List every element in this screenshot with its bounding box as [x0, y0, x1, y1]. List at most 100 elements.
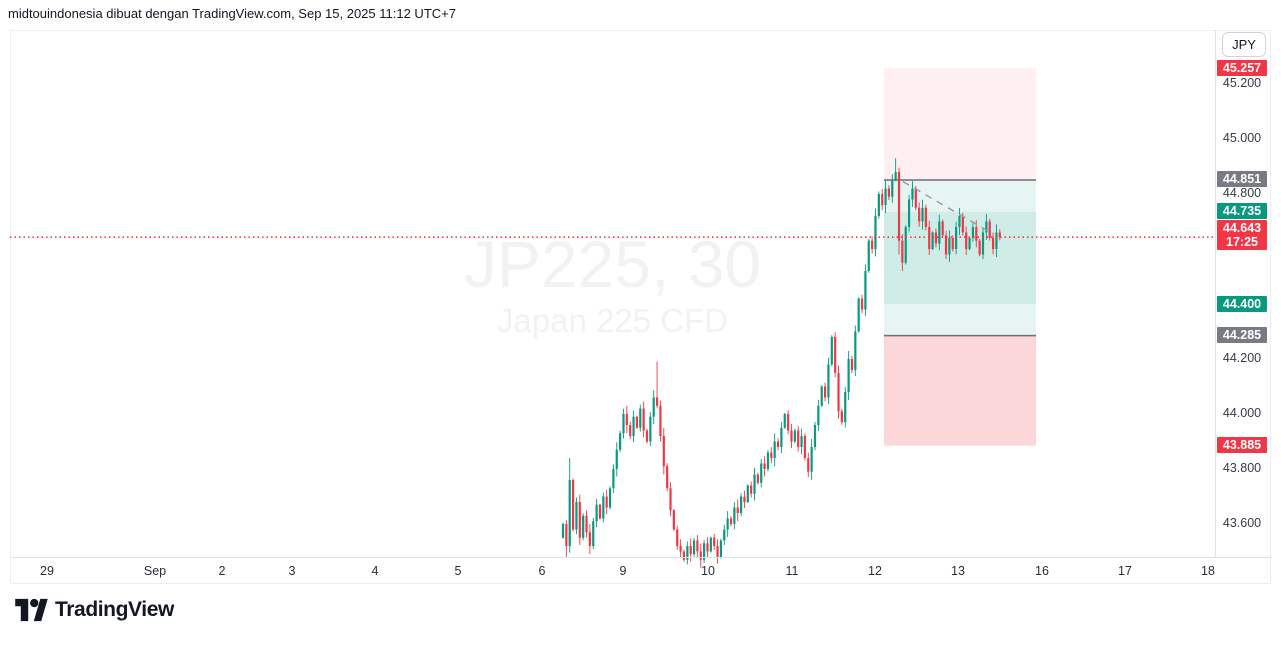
- candle-up: [783, 414, 786, 428]
- short-target-price-label: 44.400: [1217, 295, 1267, 312]
- price-tick-label: 44.800: [1222, 186, 1262, 200]
- candle-up: [911, 188, 914, 200]
- candle-down: [787, 414, 790, 431]
- short-entry-price-label: 44.851: [1217, 171, 1267, 188]
- candle-up: [854, 331, 857, 370]
- candle-up: [820, 386, 823, 406]
- candle-down: [605, 496, 608, 508]
- candle-down: [928, 227, 931, 249]
- candle-up: [615, 449, 618, 469]
- candle-up: [608, 488, 612, 508]
- candle-down: [975, 227, 978, 241]
- time-tick-label: 13: [951, 564, 965, 578]
- candle-up: [981, 232, 985, 255]
- candle-down: [850, 359, 854, 370]
- candle-up: [595, 504, 598, 522]
- candle-down: [756, 474, 759, 483]
- long-stop-zone: [884, 335, 1036, 446]
- candle-up: [891, 180, 894, 197]
- candle-up: [733, 507, 736, 524]
- candle-down: [763, 463, 766, 469]
- price-tick-label: 45.000: [1222, 131, 1262, 145]
- candle-up: [827, 364, 830, 398]
- candle-down: [897, 172, 901, 241]
- candle-down: [944, 235, 948, 255]
- price-tick-label: 45.200: [1222, 76, 1262, 90]
- candle-down: [998, 232, 1001, 238]
- long-profit-zone: [884, 211, 1036, 336]
- time-tick-label: 9: [619, 564, 627, 578]
- price-scale[interactable]: JPY 45.200 45.000 44.800 44.200 44.000 43.800…: [1216, 30, 1281, 557]
- candle-down: [887, 188, 891, 197]
- candle-down: [598, 504, 602, 519]
- candle-up: [995, 232, 998, 249]
- long-entry-price-label: 44.285: [1217, 327, 1267, 344]
- candle-down: [951, 238, 954, 249]
- short-stop-zone: [884, 68, 1036, 180]
- candle-up: [877, 194, 880, 216]
- candle-up: [830, 337, 833, 365]
- candle-down: [840, 411, 843, 423]
- candle-down: [924, 207, 927, 227]
- candle-down: [729, 518, 733, 524]
- candle-down: [871, 240, 874, 249]
- candle-down: [585, 515, 588, 533]
- candle-down: [790, 430, 793, 442]
- time-tick-label: Sep: [143, 564, 167, 578]
- trailing-dashed-line: [902, 181, 994, 235]
- candle-wick: [895, 158, 897, 182]
- candle-down: [965, 232, 968, 249]
- currency-toggle-button[interactable]: JPY: [1222, 32, 1266, 57]
- time-tick-label: 2: [218, 564, 226, 578]
- candle-down: [860, 298, 864, 310]
- time-tick-label: 16: [1035, 564, 1049, 578]
- short-stop-price-label: 45.257: [1217, 59, 1267, 76]
- last-price-time: 17:25: [1226, 235, 1258, 250]
- candle-down: [571, 480, 575, 530]
- candle-up: [703, 543, 706, 560]
- candle-up: [639, 408, 642, 428]
- candle-down: [770, 452, 773, 458]
- candle-up: [985, 221, 988, 233]
- candle-up: [612, 469, 615, 489]
- candle-up: [622, 414, 625, 434]
- candle-down: [629, 425, 632, 436]
- candle-up: [793, 430, 796, 442]
- time-tick-label: 29: [40, 564, 54, 578]
- candle-down: [588, 532, 591, 546]
- candle-up: [857, 298, 860, 332]
- candle-down: [706, 543, 709, 552]
- candle-up: [971, 227, 975, 238]
- candle-up: [884, 188, 887, 205]
- candle-down: [837, 372, 840, 412]
- candle-up: [968, 238, 971, 249]
- tradingview-logo[interactable]: TradingView: [14, 597, 174, 623]
- time-tick-label: 6: [538, 564, 546, 578]
- time-scale[interactable]: 29 Sep 2 3 4 5 6 9 10 11 12 13 16 17 18: [10, 558, 1271, 584]
- candle-down: [672, 510, 675, 530]
- candle-up: [894, 172, 897, 181]
- candle-up: [575, 502, 578, 530]
- candle-down: [914, 188, 917, 208]
- time-tick-label: 11: [785, 564, 799, 578]
- candle-up: [907, 199, 911, 227]
- candle-down: [834, 337, 837, 373]
- candle-up: [931, 232, 934, 249]
- candle-up: [686, 546, 689, 560]
- candle-up: [746, 485, 749, 502]
- candle-down: [901, 240, 904, 263]
- candle-up: [649, 416, 652, 442]
- candle-up: [753, 474, 756, 494]
- price-tick-label: 43.600: [1222, 516, 1262, 530]
- candle-up: [921, 207, 924, 222]
- last-price-label: 44.643 17:25: [1217, 220, 1267, 251]
- candle-down: [655, 397, 659, 406]
- candle-down: [961, 216, 964, 233]
- candle-down: [689, 546, 692, 555]
- candle-down: [803, 436, 807, 458]
- candle-up: [719, 540, 723, 557]
- candle-down: [659, 405, 662, 436]
- candle-down: [578, 502, 581, 538]
- candle-down: [881, 194, 884, 205]
